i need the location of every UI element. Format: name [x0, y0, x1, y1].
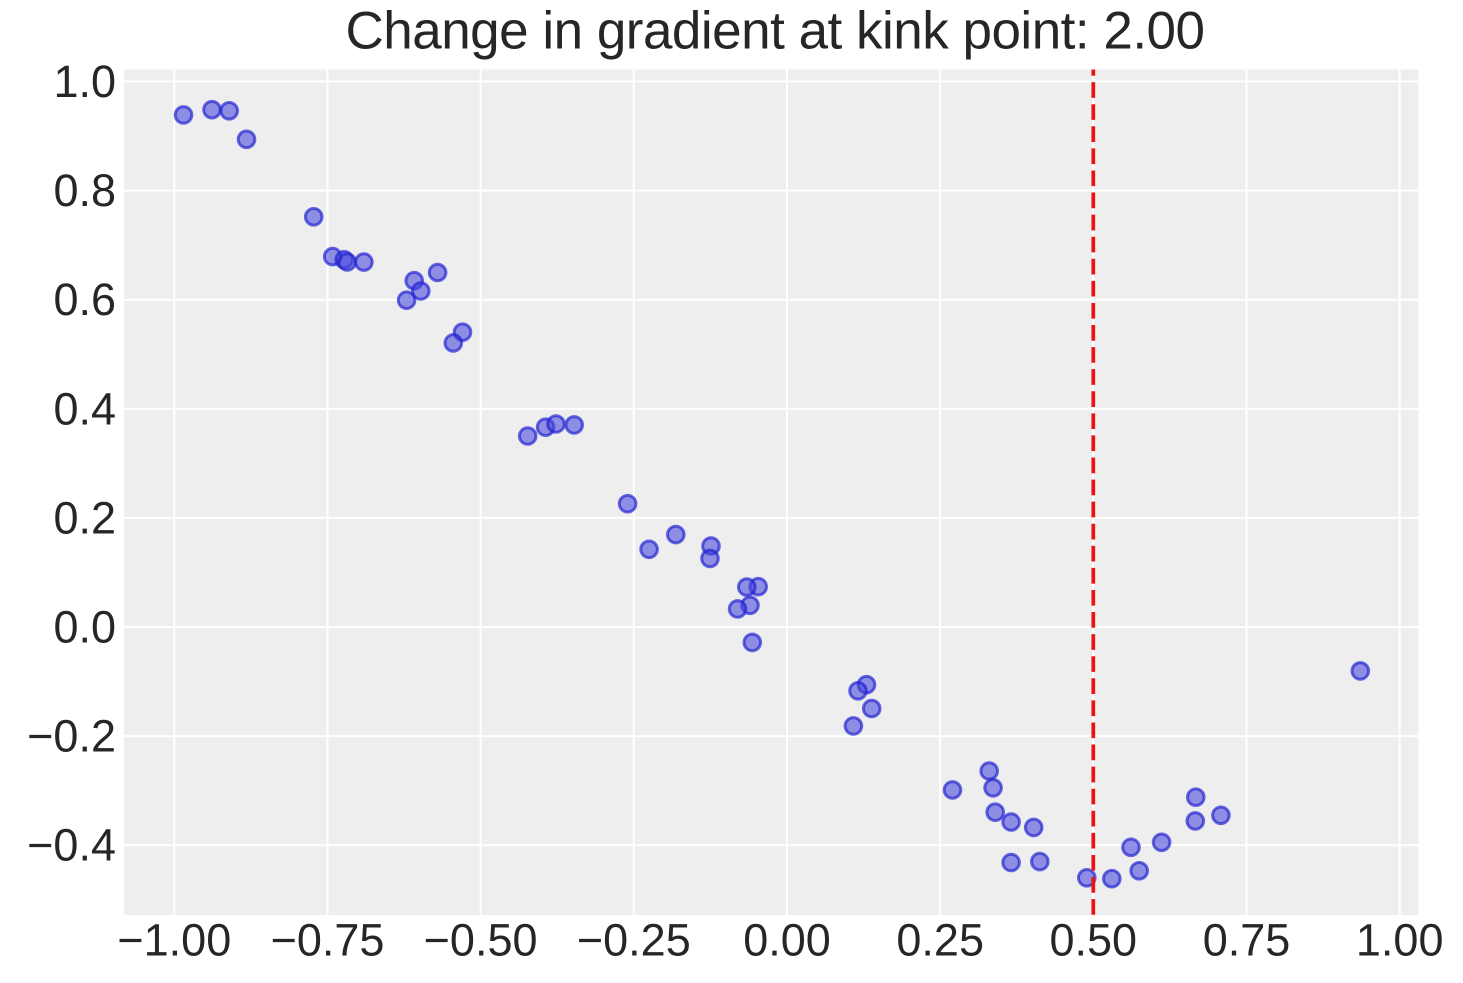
- svg-text:0.8: 0.8: [53, 165, 116, 216]
- svg-text:0.00: 0.00: [743, 914, 831, 965]
- svg-text:0.50: 0.50: [1050, 914, 1138, 965]
- svg-text:0.0: 0.0: [53, 602, 116, 653]
- svg-text:0.2: 0.2: [53, 492, 116, 543]
- svg-text:0.25: 0.25: [896, 914, 984, 965]
- svg-text:0.6: 0.6: [53, 274, 116, 325]
- svg-text:−0.2: −0.2: [27, 711, 116, 762]
- svg-text:0.75: 0.75: [1203, 914, 1291, 965]
- svg-text:−1.00: −1.00: [117, 914, 231, 965]
- svg-text:−0.4: −0.4: [27, 820, 116, 871]
- svg-text:Change in gradient at kink poi: Change in gradient at kink point: 2.00: [345, 2, 1204, 61]
- svg-text:1.00: 1.00: [1356, 914, 1444, 965]
- svg-text:0.4: 0.4: [53, 383, 116, 434]
- svg-text:−0.25: −0.25: [577, 914, 691, 965]
- svg-text:1.0: 1.0: [53, 56, 116, 107]
- svg-text:−0.75: −0.75: [271, 914, 385, 965]
- svg-text:−0.50: −0.50: [424, 914, 538, 965]
